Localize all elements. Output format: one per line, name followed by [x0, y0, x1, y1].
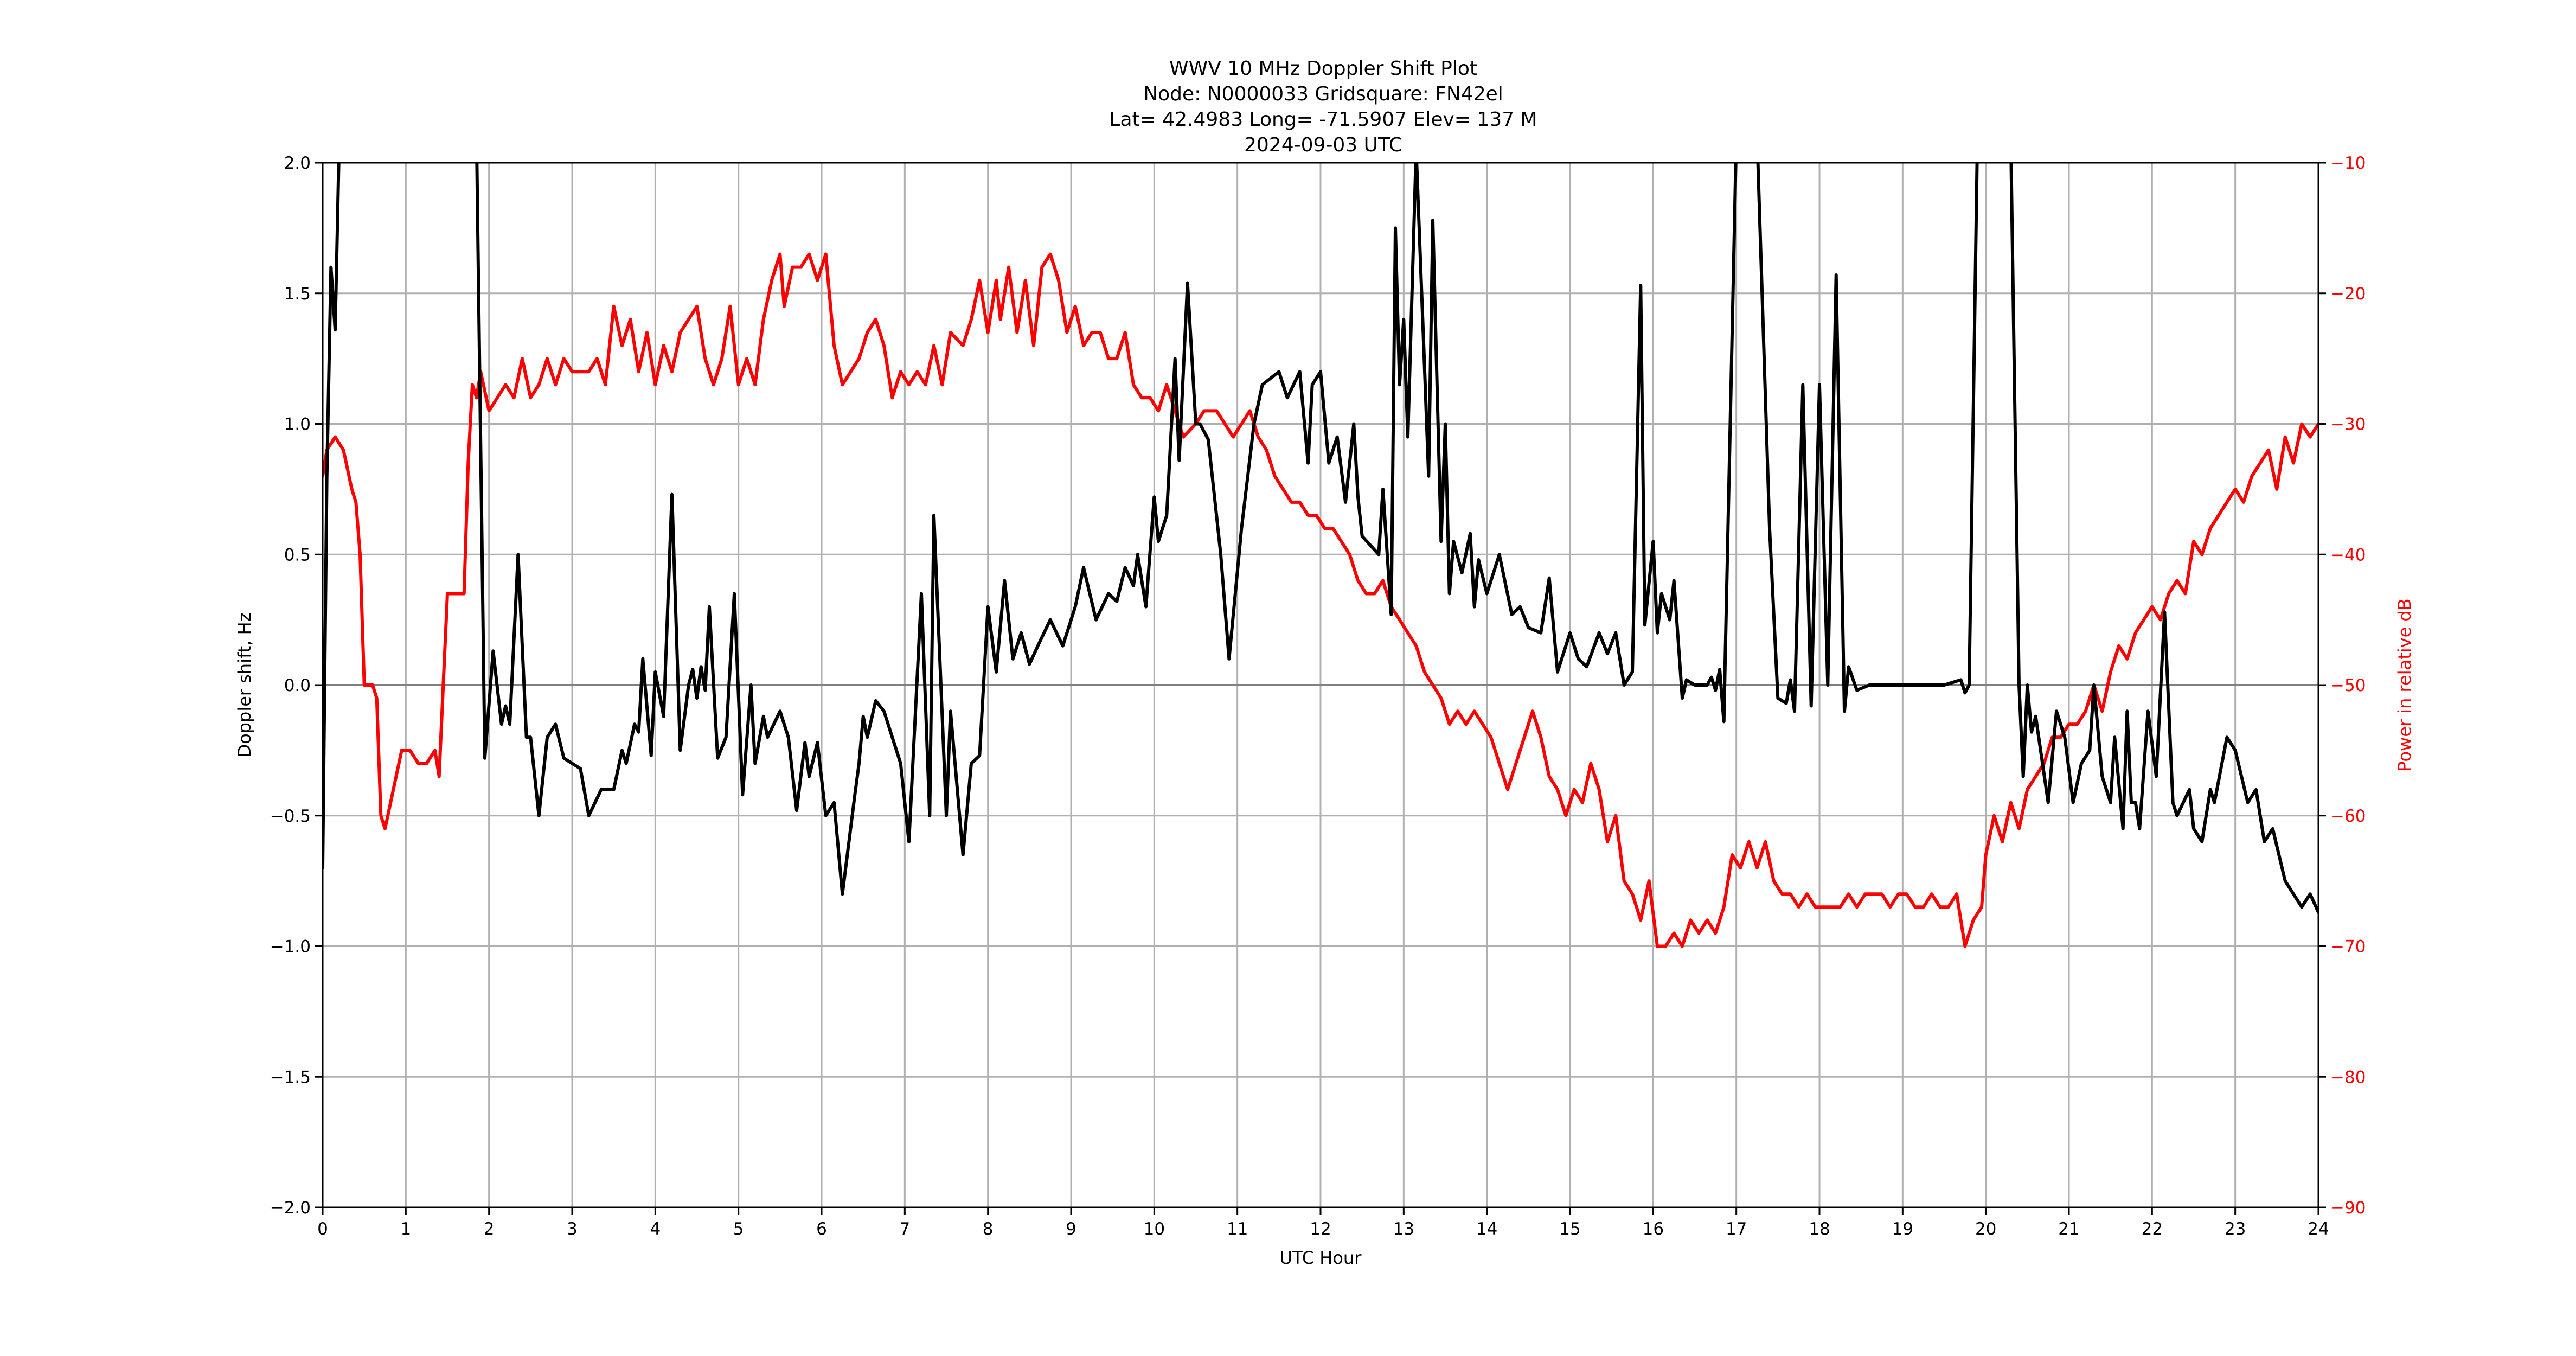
- x-axis-label: UTC Hour: [1280, 1248, 1362, 1268]
- x-tick-label: 6: [816, 1219, 827, 1239]
- x-tick-label: 21: [2058, 1219, 2079, 1239]
- x-tick-label: 8: [983, 1219, 994, 1239]
- y-right-tick-label: −20: [2330, 284, 2366, 304]
- y-left-tick-label: 1.0: [284, 415, 311, 434]
- y-axis-left-label: Doppler shift, Hz: [234, 612, 255, 757]
- data-series: [323, 163, 2318, 948]
- x-tick-label: 12: [1310, 1219, 1331, 1239]
- y-right-tick-label: −50: [2330, 676, 2366, 695]
- x-tick-label: 1: [400, 1219, 411, 1239]
- x-tick-label: 14: [1476, 1219, 1497, 1239]
- chart-subtitle-node: Node: N0000033 Gridsquare: FN42el: [1143, 83, 1503, 105]
- x-tick-label: 24: [2308, 1219, 2329, 1239]
- y-right-tick-label: −90: [2330, 1198, 2366, 1218]
- y-axis-right-label: Power in relative dB: [2394, 598, 2415, 771]
- chart-subtitle-location: Lat= 42.4983 Long= -71.5907 Elev= 137 M: [1109, 108, 1537, 131]
- x-tick-label: 2: [484, 1219, 495, 1239]
- y-left-tick-label: −1.5: [270, 1067, 311, 1087]
- x-tick-label: 4: [650, 1219, 661, 1239]
- x-tick-label: 15: [1559, 1219, 1580, 1239]
- y-left-tick-label: 0.5: [284, 545, 311, 565]
- power-line: [323, 252, 2318, 948]
- doppler-line: [323, 163, 2318, 914]
- x-tick-label: 19: [1892, 1219, 1913, 1239]
- x-tick-label: 11: [1227, 1219, 1248, 1239]
- chart-subtitle-date: 2024-09-03 UTC: [1244, 134, 1402, 156]
- y-right-tick-label: −60: [2330, 807, 2366, 826]
- x-tick-label: 22: [2142, 1219, 2163, 1239]
- y-left-tick-label: 2.0: [284, 153, 311, 173]
- y-left-tick-label: 0.0: [284, 676, 311, 695]
- x-tick-label: 3: [567, 1219, 578, 1239]
- y-right-tick-label: −70: [2330, 937, 2366, 957]
- y-axis-left-ticks: 2.0 1.5 1.0 0.5 0.0 −0.5 −1.0 −1.5 −2.0: [270, 153, 323, 1218]
- y-left-tick-label: −1.0: [270, 937, 311, 957]
- y-right-tick-label: −10: [2330, 153, 2366, 173]
- x-tick-label: 5: [733, 1219, 744, 1239]
- x-tick-label: 17: [1726, 1219, 1747, 1239]
- x-axis-ticks: 0 1 2 3 4 5 6 7 8 9 10 11 12 13 14 15 16 17 18 19 20 21 22 23 24: [317, 1207, 2329, 1239]
- y-right-tick-label: −40: [2330, 545, 2366, 565]
- x-tick-label: 9: [1066, 1219, 1076, 1239]
- x-tick-label: 10: [1144, 1219, 1165, 1239]
- y-right-tick-label: −30: [2330, 415, 2366, 434]
- y-left-tick-label: −2.0: [270, 1198, 311, 1218]
- x-tick-label: 20: [1975, 1219, 1996, 1239]
- x-tick-label: 0: [317, 1219, 328, 1239]
- x-tick-label: 18: [1809, 1219, 1830, 1239]
- x-tick-label: 13: [1393, 1219, 1414, 1239]
- x-tick-label: 16: [1643, 1219, 1664, 1239]
- y-left-tick-label: 1.5: [284, 284, 311, 304]
- y-axis-right-ticks: −10 −20 −30 −40 −50 −60 −70 −80 −90: [2318, 153, 2366, 1218]
- chart-title: WWV 10 MHz Doppler Shift Plot: [1169, 57, 1477, 80]
- x-tick-label: 7: [899, 1219, 910, 1239]
- y-right-tick-label: −80: [2330, 1067, 2366, 1087]
- y-left-tick-label: −0.5: [270, 807, 311, 826]
- x-tick-label: 23: [2225, 1219, 2246, 1239]
